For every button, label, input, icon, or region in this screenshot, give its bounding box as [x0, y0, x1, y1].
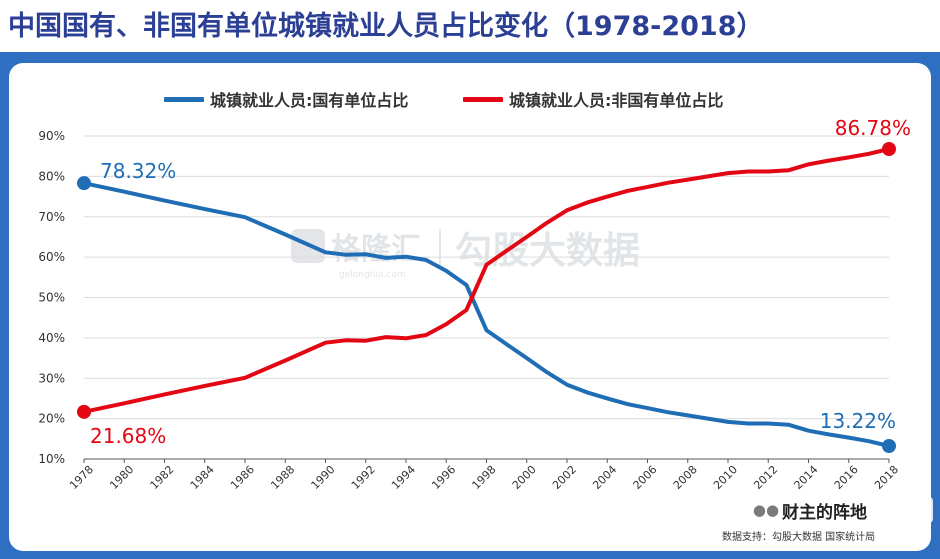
- legend-swatch-1: [164, 97, 204, 102]
- x-tick-label: 2012: [751, 463, 780, 492]
- watermark-brand: 格隆汇: [331, 232, 421, 267]
- x-tick-label: 2006: [631, 463, 660, 492]
- page-title: 中国国有、非国有单位城镇就业人员占比变化（1978-2018）: [8, 11, 764, 42]
- badge-text: 财主的阵地: [782, 502, 867, 523]
- state-end-value-label: 13.22%: [820, 409, 896, 433]
- x-tick-label: 2002: [550, 463, 579, 492]
- y-tick-label: 30%: [38, 371, 65, 385]
- x-tick-label: 2000: [510, 463, 539, 492]
- y-tick-label: 70%: [38, 210, 65, 224]
- y-tick-label: 40%: [38, 331, 65, 345]
- x-tick-label: 2018: [872, 463, 901, 492]
- x-axis: 1978 1980 1982 1984 1986 1988 1990 1992 1994 1996…: [67, 458, 901, 492]
- y-tick-label: 20%: [38, 412, 65, 426]
- x-tick-label: 2010: [711, 463, 740, 492]
- nonstate-start-value-label: 21.68%: [90, 424, 166, 448]
- title-bar: 中国国有、非国有单位城镇就业人员占比变化（1978-2018）: [0, 0, 940, 52]
- x-tick-label: 2008: [671, 463, 700, 492]
- x-tick-label: 1988: [268, 463, 297, 492]
- legend-label-1: 城镇就业人员:国有单位占比: [210, 91, 408, 110]
- y-tick-label: 80%: [38, 169, 65, 183]
- y-tick-label: 50%: [38, 291, 65, 305]
- legend: 城镇就业人员:国有单位占比 城镇就业人员:非国有单位占比: [164, 91, 723, 110]
- watermark-divider: [439, 229, 441, 269]
- wechat-badge: ●● 财主的阵地: [748, 497, 933, 523]
- x-tick-label: 1996: [429, 463, 458, 492]
- x-tick-label: 1990: [309, 463, 338, 492]
- watermark-site: gelonghui.com: [339, 270, 406, 280]
- y-axis: 10% 20% 30% 40% 50% 60% 70% 80% 90%: [38, 129, 65, 466]
- x-tick-label: 2014: [792, 463, 821, 492]
- y-tick-label: 10%: [38, 452, 65, 466]
- series-start-point-1: [77, 176, 91, 191]
- x-tick-label: 1984: [188, 463, 217, 492]
- source-note: 数据支持：勾股大数据 国家统计局: [722, 532, 876, 543]
- x-tick-label: 1994: [389, 463, 418, 492]
- series-line-2: [82, 147, 891, 414]
- y-tick-label: 90%: [38, 129, 65, 143]
- wechat-icon: ●●: [752, 501, 780, 519]
- x-tick-label: 1986: [228, 463, 257, 492]
- legend-swatch-2: [463, 97, 503, 102]
- series-value-labels: 78.32% 13.22% 21.68% 86.78%: [90, 116, 911, 448]
- x-tick-label: 1978: [67, 463, 96, 492]
- state-start-value-label: 78.32%: [100, 159, 176, 183]
- chart-panel: 格隆汇 gelonghui.com 勾股大数据 10% 20% 30% 40% 50% 6…: [9, 63, 931, 551]
- series-end-point-1: [882, 438, 896, 453]
- x-tick-label: 1992: [349, 463, 378, 492]
- x-tick-label: 2016: [832, 463, 861, 492]
- x-tick-label: 1998: [470, 463, 499, 492]
- grid-lines: [84, 135, 889, 460]
- x-tick-label: 1982: [148, 463, 177, 492]
- x-tick-label: 2004: [590, 463, 619, 492]
- series-lines: [82, 147, 891, 448]
- nonstate-end-value-label: 86.78%: [835, 116, 911, 140]
- y-tick-label: 60%: [38, 250, 65, 264]
- line-chart: 格隆汇 gelonghui.com 勾股大数据 10% 20% 30% 40% 50% 6…: [38, 91, 911, 492]
- x-tick-label: 1980: [107, 463, 136, 492]
- series-end-point-2: [882, 142, 896, 157]
- watermark-product: 勾股大数据: [455, 229, 640, 272]
- legend-label-2: 城镇就业人员:非国有单位占比: [509, 91, 723, 110]
- series-start-point-2: [77, 404, 91, 419]
- series-line-1: [82, 181, 891, 448]
- series-end-markers: [77, 142, 896, 453]
